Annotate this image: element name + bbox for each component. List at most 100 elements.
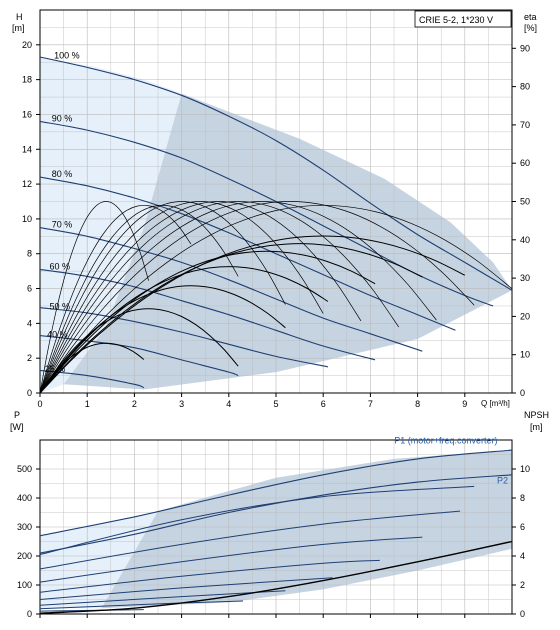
efficiency-curve-6 bbox=[39, 201, 399, 394]
y-left-tick-label: 8 bbox=[27, 249, 32, 259]
npsh-curve bbox=[39, 540, 513, 614]
efficiency-curve-8 bbox=[39, 201, 475, 394]
operating-region bbox=[63, 93, 512, 390]
y-left-tick-label: 4 bbox=[27, 318, 32, 328]
y-right-axis-label: eta bbox=[524, 12, 537, 22]
y-right-tick-label: 6 bbox=[520, 522, 525, 532]
efficiency-curve-1 bbox=[39, 204, 192, 394]
y-right-tick-label: 30 bbox=[520, 273, 530, 283]
y-right-axis-unit: [%] bbox=[524, 23, 537, 33]
x-tick-label: 2 bbox=[132, 399, 137, 409]
y-right-tick-label: 50 bbox=[520, 197, 530, 207]
y-left-tick-label: 12 bbox=[22, 179, 32, 189]
y-left-tick-label: 18 bbox=[22, 75, 32, 85]
head-efficiency-chart: 0 1 2 3 4 5 6 7 8 9024681012141618200102030405060… bbox=[12, 9, 537, 409]
y-right-tick-label: 70 bbox=[520, 120, 530, 130]
x-tick-label: 1 bbox=[85, 399, 90, 409]
speed-label: 90 % bbox=[52, 113, 73, 123]
chart-title: CRIE 5-2, 1*230 V bbox=[419, 15, 493, 25]
operating-region bbox=[101, 450, 513, 609]
y-left-axis-unit: [m] bbox=[12, 23, 25, 33]
y-left-tick-label: 0 bbox=[27, 609, 32, 619]
qh-curve-3 bbox=[39, 227, 423, 352]
y-left-tick-label: 2 bbox=[27, 353, 32, 363]
speed-label: 40 % bbox=[47, 329, 68, 339]
efficiency-curve-12 bbox=[39, 285, 286, 394]
speed-label: 60 % bbox=[49, 261, 70, 271]
bottom-axes: 0 100 200 300 400 500 0 2 4 6 8 10 P [W] NPSH [m] bbox=[10, 410, 549, 619]
x-tick-label: 0 bbox=[37, 399, 42, 409]
qh-curve-thin bbox=[39, 56, 182, 96]
x-tick-label: 6 bbox=[321, 399, 326, 409]
y-right-tick-label: 20 bbox=[520, 311, 530, 321]
efficiency-curve-3 bbox=[39, 201, 286, 394]
efficiency-curve-16 bbox=[39, 235, 466, 394]
efficiency-curve-0 bbox=[39, 201, 149, 394]
power-npsh-chart: 0 100 200 300 400 500 0 2 4 6 8 10 P [W] NPSH [m] P1 (mo… bbox=[10, 410, 549, 619]
qh-curve-4 bbox=[39, 268, 376, 361]
efficiency-curve-9 bbox=[39, 204, 513, 394]
power-curve-3 bbox=[39, 559, 380, 593]
y-left-tick-label: 100 bbox=[17, 580, 32, 590]
x-axis-label: Q [m³/h] bbox=[481, 399, 510, 408]
y-right-axis-label: NPSH bbox=[524, 410, 549, 420]
power-curve-2 bbox=[39, 536, 423, 583]
y-left-tick-label: 300 bbox=[17, 522, 32, 532]
speed-label: 80 % bbox=[52, 169, 73, 179]
y-right-tick-label: 90 bbox=[520, 43, 530, 53]
y-left-tick-label: 200 bbox=[17, 551, 32, 561]
qh-curve-7 bbox=[39, 369, 145, 389]
qh-curve-2 bbox=[39, 176, 456, 331]
power-curve-0 bbox=[39, 485, 475, 555]
y-left-tick-label: 14 bbox=[22, 144, 32, 154]
y-right-tick-label: 40 bbox=[520, 235, 530, 245]
y-left-axis-unit: [W] bbox=[10, 422, 24, 432]
efficiency-curve-11 bbox=[39, 308, 239, 394]
y-left-tick-label: 10 bbox=[22, 214, 32, 224]
efficiency-curve-2 bbox=[39, 204, 239, 394]
power-curve-1 bbox=[39, 510, 461, 570]
y-right-tick-label: 4 bbox=[520, 551, 525, 561]
qh-curve-1 bbox=[39, 120, 494, 307]
y-left-tick-label: 500 bbox=[17, 464, 32, 474]
y-right-tick-label: 80 bbox=[520, 82, 530, 92]
y-left-tick-label: 400 bbox=[17, 493, 32, 503]
x-tick-label: 5 bbox=[273, 399, 278, 409]
title-box bbox=[414, 10, 512, 28]
y-right-tick-label: 10 bbox=[520, 350, 530, 360]
efficiency-curve-5 bbox=[39, 201, 362, 394]
y-right-tick-label: 2 bbox=[520, 580, 525, 590]
y-left-axis-label: H bbox=[16, 12, 23, 22]
speed-label: 100 % bbox=[54, 51, 80, 61]
p1-curve bbox=[39, 449, 513, 537]
y-left-tick-label: 20 bbox=[22, 40, 32, 50]
power-curve-6 bbox=[39, 600, 244, 610]
y-right-tick-label: 8 bbox=[520, 493, 525, 503]
x-tick-label: 3 bbox=[179, 399, 184, 409]
y-right-tick-label: 60 bbox=[520, 158, 530, 168]
x-tick-label: 8 bbox=[415, 399, 420, 409]
power-curve-4 bbox=[39, 577, 333, 600]
y-right-tick-label: 10 bbox=[520, 464, 530, 474]
y-left-tick-label: 6 bbox=[27, 284, 32, 294]
x-tick-label: 9 bbox=[462, 399, 467, 409]
y-right-tick-label: 0 bbox=[520, 609, 525, 619]
y-left-axis-label: P bbox=[14, 410, 20, 420]
speed-label: 50 % bbox=[49, 301, 70, 311]
y-right-tick-label: 0 bbox=[520, 388, 525, 398]
x-tick-label: 7 bbox=[368, 399, 373, 409]
speed-label: 25 % bbox=[45, 364, 66, 374]
y-left-tick-label: 0 bbox=[27, 388, 32, 398]
y-right-axis-unit: [m] bbox=[530, 422, 543, 432]
x-tick-label: 4 bbox=[226, 399, 231, 409]
top-axes: 0 1 2 3 4 5 6 7 8 9024681012141618200102030405060… bbox=[12, 12, 537, 409]
efficiency-curve-7 bbox=[39, 201, 437, 394]
efficiency-curve-14 bbox=[39, 250, 376, 394]
speed-label: 70 % bbox=[52, 220, 73, 230]
p1-label: P1 (motor+freq.converter) bbox=[394, 435, 497, 445]
p2-label: P2 bbox=[497, 476, 508, 486]
y-left-tick-label: 16 bbox=[22, 109, 32, 119]
efficiency-curve-15 bbox=[39, 243, 423, 394]
grid-lines bbox=[39, 439, 513, 615]
